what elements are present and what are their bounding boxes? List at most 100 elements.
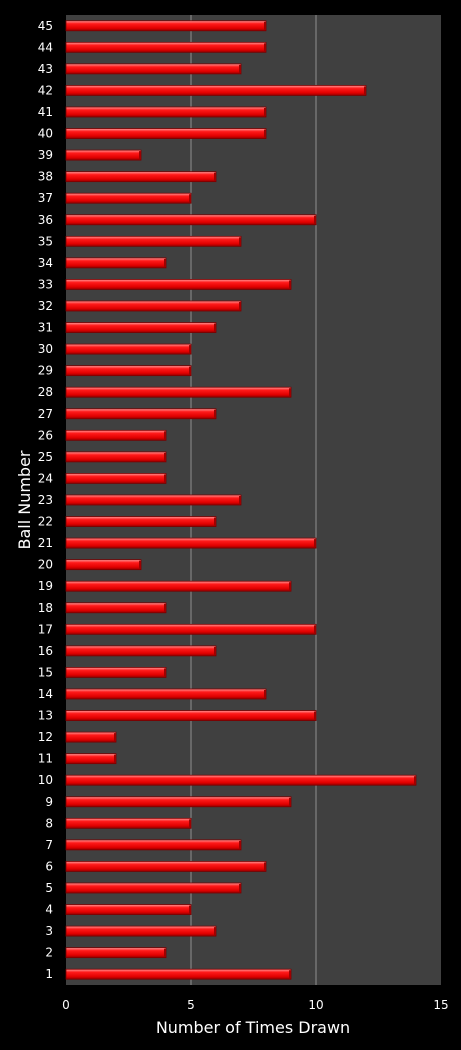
bar-end-cap [239,496,241,504]
bar [65,774,417,786]
x-tick-label: 5 [187,998,195,1012]
bar-end-cap [414,776,416,785]
bar [65,904,192,915]
bar-body [65,925,217,937]
y-tick-label: 4 [45,903,53,917]
bar-end-cap [314,711,316,720]
bar [65,882,242,894]
bar [65,149,142,161]
y-tick-label: 12 [38,730,53,744]
bar-body [65,559,142,571]
y-tick-label: 34 [38,256,53,270]
y-tick-label: 22 [38,515,53,529]
bar-end-cap [239,64,241,73]
bar [65,279,292,290]
y-tick-label: 42 [38,83,53,97]
y-tick-label: 15 [38,665,53,679]
bar [65,817,192,829]
bar [65,257,167,269]
bar-end-cap [189,905,191,914]
bar-body [65,386,292,398]
bar-body [65,300,242,312]
bar [65,386,292,398]
x-tick-labels: 0 5 10 15 [62,998,448,1012]
bar-body [65,20,267,32]
x-tick-label: 10 [308,998,323,1012]
bar [65,408,217,420]
y-tick-label: 20 [38,558,53,572]
bar-end-cap [164,948,166,957]
bar-end-cap [214,409,216,418]
bar-body [65,710,317,721]
y-tick-label: 6 [45,859,53,873]
bar-body [65,408,217,420]
bar-end-cap [239,302,241,310]
bar [65,451,167,463]
bar-body [65,451,167,463]
bar [65,322,217,333]
bar [65,429,167,441]
y-tick-label: 7 [45,838,53,852]
bar-end-cap [289,388,291,397]
bar-end-cap [164,668,166,677]
bar-end-cap [164,431,166,440]
y-tick-label: 2 [45,946,53,960]
bar [65,106,267,118]
bar-body [65,473,167,484]
bar-body [65,63,242,75]
bar-body [65,235,242,247]
bar [65,343,192,355]
bar-body [65,171,217,183]
y-tick-label: 5 [45,881,53,895]
y-tick-label: 36 [38,213,53,227]
bar-body [65,322,217,333]
y-tick-label: 28 [38,385,53,399]
bar-end-cap [189,819,191,828]
bar [65,731,117,743]
bar-end-cap [164,603,166,612]
bar-end-cap [314,625,316,634]
bar-body [65,947,167,959]
bar-end-cap [164,474,166,483]
bar-end-cap [289,970,291,979]
bar-end-cap [239,840,241,849]
bar [65,235,242,247]
bar-end-cap [239,884,241,892]
bar-end-cap [164,452,166,461]
y-tick-label: 9 [45,795,53,809]
bar-end-cap [114,754,116,763]
bar-body [65,602,167,614]
bar-end-cap [264,690,266,698]
bar [65,300,242,312]
y-tick-label: 41 [38,105,53,119]
bar-end-cap [189,366,191,375]
y-tick-label: 43 [38,62,53,76]
y-axis-title: Ball Number [15,450,34,549]
y-tick-label: 39 [38,148,53,162]
y-tick-label: 40 [38,127,53,141]
y-tick-label: 23 [38,493,53,507]
bar-end-cap [139,560,141,569]
y-tick-label: 26 [38,428,53,442]
bar-body [65,257,167,269]
bar-body [65,85,367,96]
bar-body [65,904,192,915]
bar-end-cap [189,194,191,203]
bar-body [65,494,242,506]
bar-body [65,753,117,765]
bar-body [65,149,142,161]
y-tick-label: 44 [38,40,53,54]
bar [65,861,267,872]
bar [65,559,142,571]
y-tick-label: 37 [38,191,53,205]
bar-body [65,688,267,700]
bar [65,925,217,937]
y-tick-label: 16 [38,644,53,658]
bar [65,214,317,226]
bar-body [65,41,267,53]
bar-end-cap [214,927,216,936]
bar [65,128,267,139]
bar [65,63,242,75]
